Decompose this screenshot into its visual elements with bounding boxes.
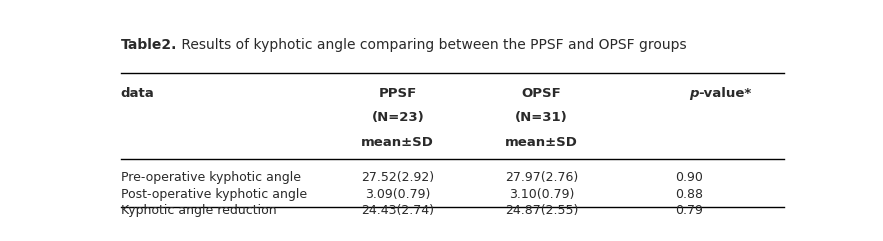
Text: PPSF: PPSF: [379, 87, 417, 100]
Text: 0.88: 0.88: [675, 187, 703, 201]
Text: 24.43(2.74): 24.43(2.74): [361, 204, 434, 217]
Text: mean±SD: mean±SD: [361, 136, 434, 149]
Text: Pre-operative kyphotic angle: Pre-operative kyphotic angle: [121, 171, 300, 184]
Text: Kyphotic angle reduction: Kyphotic angle reduction: [121, 204, 276, 217]
Text: data: data: [121, 87, 155, 100]
Text: 27.52(2.92): 27.52(2.92): [361, 171, 434, 184]
Text: Table2.: Table2.: [121, 38, 177, 52]
Text: (N=23): (N=23): [372, 112, 424, 125]
Text: 3.10(0.79): 3.10(0.79): [509, 187, 574, 201]
Text: -value*: -value*: [698, 87, 751, 100]
Text: OPSF: OPSF: [522, 87, 562, 100]
Text: 0.90: 0.90: [675, 171, 703, 184]
Text: Results of kyphotic angle comparing between the PPSF and OPSF groups: Results of kyphotic angle comparing betw…: [177, 38, 687, 52]
Text: mean±SD: mean±SD: [505, 136, 578, 149]
Text: 3.09(0.79): 3.09(0.79): [365, 187, 431, 201]
Text: 0.79: 0.79: [675, 204, 703, 217]
Text: p: p: [689, 87, 698, 100]
Text: 27.97(2.76): 27.97(2.76): [505, 171, 578, 184]
Text: 24.87(2.55): 24.87(2.55): [505, 204, 578, 217]
Text: (N=31): (N=31): [515, 112, 568, 125]
Text: Post-operative kyphotic angle: Post-operative kyphotic angle: [121, 187, 306, 201]
